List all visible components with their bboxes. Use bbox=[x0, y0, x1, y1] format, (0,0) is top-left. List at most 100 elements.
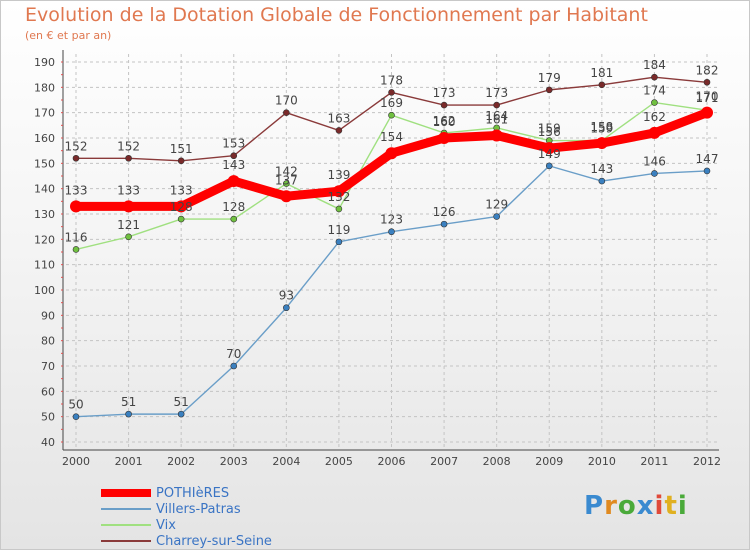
chart-title: Evolution de la Dotation Globale de Fonc… bbox=[25, 4, 648, 26]
x-tick-label: 2000 bbox=[62, 455, 90, 468]
data-label-pothi-res: 139 bbox=[327, 168, 350, 182]
data-label-villers-patras: 123 bbox=[380, 213, 403, 227]
logo-letter: x bbox=[636, 491, 655, 521]
data-label-vix: 174 bbox=[643, 84, 666, 98]
data-label-villers-patras: 126 bbox=[433, 205, 456, 219]
series-lines bbox=[70, 73, 713, 420]
y-tick-label: 50 bbox=[41, 411, 55, 424]
data-label-villers-patras: 50 bbox=[68, 398, 83, 412]
x-tick-label: 2006 bbox=[378, 455, 406, 468]
legend-swatch-charrey-sur-seine bbox=[101, 540, 151, 542]
legend-item-villers-patras: Villers-Patras bbox=[101, 501, 272, 517]
data-point-pothi-res bbox=[385, 147, 398, 160]
legend-swatch-pothieres bbox=[101, 489, 151, 497]
data-label-villers-patras: 129 bbox=[485, 198, 508, 212]
data-point-pothi-res bbox=[70, 200, 82, 213]
legend-label-vix: Vix bbox=[156, 517, 176, 533]
data-label-villers-patras: 51 bbox=[174, 395, 189, 409]
data-label-pothi-res: 161 bbox=[485, 112, 508, 126]
data-point-vix bbox=[651, 99, 658, 106]
data-label-charrey-sur-seine: 182 bbox=[696, 63, 719, 77]
axes: 40 50 60 70 80 90 100 110 120 130 140 150 160 170 180 1… bbox=[34, 50, 721, 468]
data-point-villers-patras bbox=[230, 362, 238, 370]
data-label-vix: 128 bbox=[222, 200, 245, 214]
data-point-pothi-res bbox=[595, 137, 608, 150]
data-point-villers-patras bbox=[283, 304, 290, 312]
y-tick-label: 120 bbox=[34, 233, 55, 246]
data-label-vix: 128 bbox=[170, 200, 193, 214]
y-tick-label: 100 bbox=[34, 284, 55, 297]
data-point-vix bbox=[335, 205, 343, 213]
data-point-pothi-res bbox=[332, 185, 345, 198]
legend: POTHIèRES Villers-Patras Vix Charrey-sur… bbox=[101, 485, 272, 549]
x-tick-label: 2001 bbox=[115, 455, 143, 468]
data-label-pothi-res: 158 bbox=[590, 120, 613, 134]
data-label-vix: 142 bbox=[275, 165, 298, 179]
data-point-villers-patras bbox=[335, 238, 343, 246]
data-label-vix: 164 bbox=[485, 109, 508, 123]
data-point-villers-patras bbox=[388, 228, 395, 236]
data-label-charrey-sur-seine: 173 bbox=[433, 86, 456, 100]
data-point-vix bbox=[177, 215, 185, 223]
data-label-charrey-sur-seine: 173 bbox=[485, 86, 508, 100]
legend-item-pothieres: POTHIèRES bbox=[101, 485, 272, 501]
x-tick-label: 2003 bbox=[220, 455, 248, 468]
data-labels: 50 51 51 70 93 119 123 126 129 149 143 146 147 116 121… bbox=[65, 58, 719, 411]
x-tick-label: 2007 bbox=[430, 455, 458, 468]
data-label-pothi-res: 133 bbox=[65, 183, 88, 197]
y-tick-label: 180 bbox=[34, 81, 55, 94]
data-point-villers-patras bbox=[72, 413, 80, 420]
proxiti-logo: Proxiti bbox=[584, 491, 688, 521]
data-point-villers-patras bbox=[703, 167, 711, 175]
data-point-villers-patras bbox=[598, 177, 606, 185]
y-tick-label: 110 bbox=[34, 259, 55, 272]
x-tick-label: 2012 bbox=[693, 455, 721, 468]
logo-letter: i bbox=[654, 491, 665, 521]
data-point-pothi-res bbox=[122, 200, 135, 213]
data-label-pothi-res: 137 bbox=[275, 173, 298, 187]
data-label-charrey-sur-seine: 179 bbox=[538, 71, 561, 85]
data-label-villers-patras: 93 bbox=[279, 289, 294, 303]
data-point-charrey-sur-seine bbox=[177, 157, 185, 165]
data-point-charrey-sur-seine bbox=[283, 109, 290, 116]
data-point-charrey-sur-seine bbox=[440, 101, 448, 109]
data-label-pothi-res: 154 bbox=[380, 130, 403, 144]
y-tick-label: 140 bbox=[34, 183, 55, 196]
data-point-villers-patras bbox=[545, 162, 553, 170]
x-tick-label: 2010 bbox=[588, 455, 616, 468]
data-label-charrey-sur-seine: 163 bbox=[327, 111, 350, 125]
y-tick-label: 130 bbox=[34, 208, 55, 221]
legend-label-villers-patras: Villers-Patras bbox=[156, 501, 241, 517]
data-label-villers-patras: 146 bbox=[643, 154, 666, 168]
data-point-villers-patras bbox=[493, 213, 500, 220]
y-tick-label: 160 bbox=[34, 132, 55, 145]
y-tick-label: 80 bbox=[41, 335, 55, 348]
data-point-vix bbox=[72, 246, 80, 253]
data-label-vix: 132 bbox=[327, 190, 350, 204]
x-tick-label: 2004 bbox=[272, 455, 300, 468]
data-point-vix bbox=[388, 111, 395, 119]
y-tick-label: 170 bbox=[34, 107, 55, 120]
data-label-vix: 169 bbox=[380, 96, 403, 110]
data-label-pothi-res: 162 bbox=[643, 110, 666, 124]
legend-item-charrey-sur-seine: Charrey-sur-Seine bbox=[101, 533, 272, 549]
data-label-villers-patras: 149 bbox=[538, 147, 561, 161]
logo-letter: r bbox=[604, 491, 618, 521]
data-point-pothi-res bbox=[280, 190, 293, 203]
data-label-pothi-res: 160 bbox=[433, 115, 456, 129]
data-point-villers-patras bbox=[177, 410, 185, 418]
x-tick-label: 2011 bbox=[640, 455, 668, 468]
y-tick-label: 60 bbox=[41, 385, 55, 398]
logo-letter: o bbox=[617, 491, 637, 521]
data-label-pothi-res: 170 bbox=[696, 90, 719, 104]
data-label-villers-patras: 51 bbox=[121, 395, 136, 409]
data-label-charrey-sur-seine: 152 bbox=[117, 139, 140, 153]
data-point-pothi-res bbox=[701, 106, 713, 119]
data-label-pothi-res: 143 bbox=[222, 158, 245, 172]
data-label-charrey-sur-seine: 184 bbox=[643, 58, 666, 72]
data-point-pothi-res bbox=[648, 126, 661, 139]
data-point-charrey-sur-seine bbox=[388, 89, 395, 96]
logo-letter: P bbox=[584, 491, 605, 521]
data-label-villers-patras: 119 bbox=[327, 223, 350, 237]
